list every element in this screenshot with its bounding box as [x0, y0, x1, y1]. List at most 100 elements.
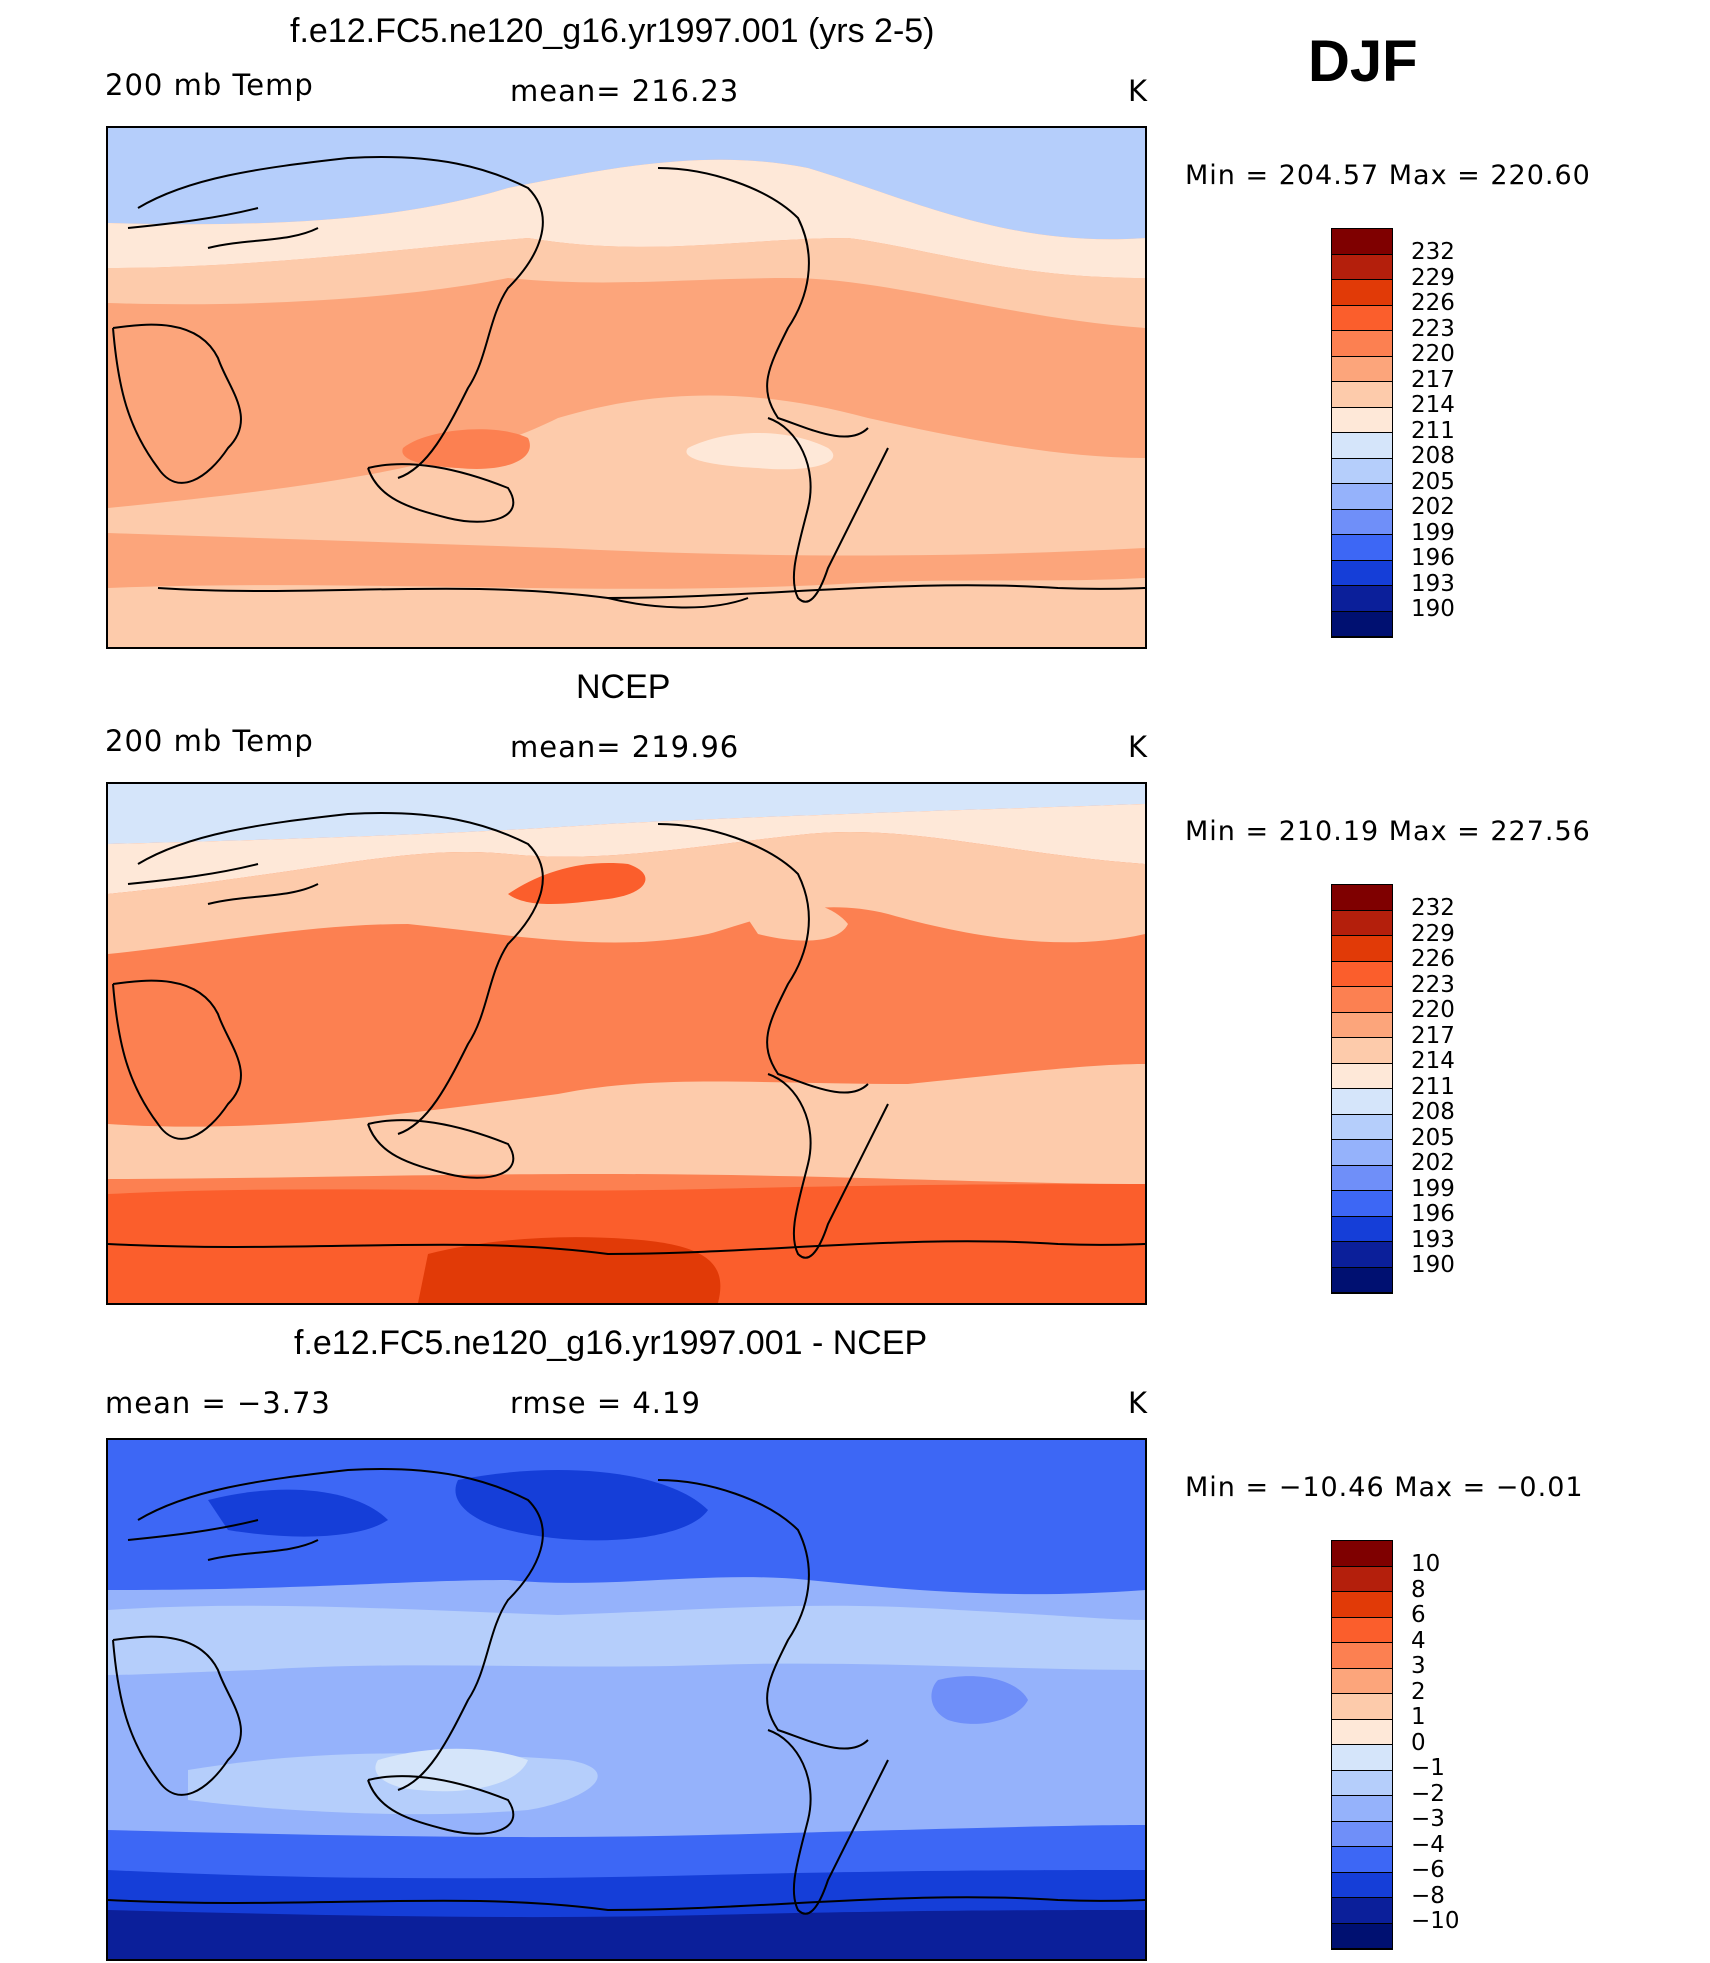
- colorbar-swatch: [1332, 1923, 1392, 1949]
- colorbar-level-label: 220: [1411, 341, 1455, 367]
- panel1-title: f.e12.FC5.ne120_g16.yr1997.001 (yrs 2-5): [290, 12, 935, 50]
- colorbar-swatch: [1332, 1617, 1392, 1643]
- colorbar-swatch: [1332, 1668, 1392, 1694]
- panel1-variable-label: 200 mb Temp: [105, 68, 314, 102]
- colorbar-level-label: 223: [1411, 315, 1455, 342]
- panel1-contour-field: [108, 128, 1145, 647]
- panel3-minmax: Min = −10.46 Max = −0.01: [1185, 1472, 1584, 1503]
- colorbar-level-label: 1: [1411, 1704, 1426, 1730]
- colorbar-swatch: [1332, 1770, 1392, 1796]
- colorbar-swatch: [1332, 382, 1392, 408]
- colorbar-swatch: [1332, 1566, 1392, 1592]
- colorbar-level-label: 232: [1411, 895, 1455, 921]
- colorbar-level-label: 10: [1411, 1551, 1441, 1577]
- panel1-units-label: K: [1128, 74, 1149, 108]
- panel2-minmax: Min = 210.19 Max = 227.56: [1185, 816, 1591, 847]
- panel2-variable-label: 200 mb Temp: [105, 724, 314, 758]
- colorbar-level-label: 190: [1411, 1252, 1455, 1278]
- panel2-colorbar: [1331, 884, 1393, 1294]
- colorbar-swatch: [1332, 1745, 1392, 1771]
- season-label: DJF: [1308, 29, 1418, 94]
- colorbar-swatch: [1332, 1114, 1392, 1140]
- colorbar-level-label: 232: [1411, 239, 1455, 265]
- colorbar-level-label: 4: [1411, 1627, 1426, 1654]
- colorbar-swatch: [1332, 1821, 1392, 1847]
- colorbar-swatch: [1332, 1643, 1392, 1669]
- panel2-map: [106, 782, 1147, 1305]
- panel2-title: NCEP: [576, 668, 671, 706]
- colorbar-swatch: [1332, 1191, 1392, 1217]
- colorbar-level-label: 229: [1411, 920, 1455, 947]
- colorbar-level-label: −10: [1411, 1908, 1460, 1934]
- panel1-map: [106, 126, 1147, 649]
- colorbar-level-label: 2: [1411, 1678, 1426, 1705]
- colorbar-level-label: −4: [1411, 1831, 1445, 1858]
- colorbar-level-label: 199: [1411, 1175, 1455, 1202]
- panel3-title: f.e12.FC5.ne120_g16.yr1997.001 - NCEP: [294, 1324, 928, 1362]
- colorbar-swatch: [1332, 560, 1392, 586]
- panel2-units-label: K: [1128, 730, 1149, 764]
- colorbar-swatch: [1332, 1898, 1392, 1924]
- panel2-mean-label: mean= 219.96: [510, 730, 740, 764]
- colorbar-swatch: [1332, 356, 1392, 382]
- colorbar-level-label: 190: [1411, 596, 1455, 622]
- colorbar-swatch: [1332, 1038, 1392, 1064]
- colorbar-swatch: [1332, 1267, 1392, 1293]
- colorbar-level-label: −2: [1411, 1780, 1445, 1807]
- colorbar-swatch: [1332, 611, 1392, 637]
- colorbar-swatch: [1332, 509, 1392, 535]
- panel2-colorbar-labels: 232 229 226 223 220 217 214 211 208 205 202 199 196 1…: [1411, 897, 1491, 1277]
- colorbar-level-label: 208: [1411, 1099, 1455, 1125]
- colorbar-swatch: [1332, 1216, 1392, 1242]
- colorbar-swatch: [1332, 1012, 1392, 1038]
- colorbar-level-label: 193: [1411, 1226, 1455, 1253]
- colorbar-level-label: 205: [1411, 468, 1455, 495]
- colorbar-level-label: −1: [1411, 1755, 1445, 1781]
- colorbar-swatch: [1332, 1089, 1392, 1115]
- colorbar-swatch: [1332, 586, 1392, 612]
- colorbar-swatch: [1332, 254, 1392, 280]
- colorbar-level-label: 217: [1411, 1022, 1455, 1049]
- colorbar-level-label: 217: [1411, 366, 1455, 393]
- panel3-mean-label: mean = −3.73: [105, 1386, 331, 1420]
- panel1-colorbar: [1331, 228, 1393, 638]
- colorbar-swatch: [1332, 280, 1392, 306]
- colorbar-swatch: [1332, 1872, 1392, 1898]
- panel3-colorbar: [1331, 1540, 1393, 1950]
- panel3-map: [106, 1438, 1147, 1961]
- colorbar-swatch: [1332, 987, 1392, 1013]
- colorbar-level-label: 0: [1411, 1729, 1426, 1756]
- colorbar-level-label: 220: [1411, 997, 1455, 1023]
- colorbar-swatch: [1332, 331, 1392, 357]
- colorbar-swatch: [1332, 910, 1392, 936]
- colorbar-level-label: −8: [1411, 1882, 1445, 1909]
- panel2-contour-field: [108, 784, 1145, 1303]
- colorbar-swatch: [1332, 535, 1392, 561]
- colorbar-level-label: 208: [1411, 443, 1455, 469]
- colorbar-swatch: [1332, 1063, 1392, 1089]
- colorbar-level-label: 196: [1411, 1201, 1455, 1227]
- colorbar-swatch: [1332, 407, 1392, 433]
- colorbar-swatch: [1332, 1140, 1392, 1166]
- colorbar-level-label: −6: [1411, 1857, 1445, 1883]
- colorbar-swatch: [1332, 458, 1392, 484]
- colorbar-level-label: 226: [1411, 290, 1455, 316]
- colorbar-level-label: 3: [1411, 1653, 1426, 1679]
- colorbar-swatch: [1332, 1541, 1392, 1567]
- colorbar-level-label: 223: [1411, 971, 1455, 998]
- colorbar-level-label: 196: [1411, 545, 1455, 571]
- colorbar-swatch: [1332, 1796, 1392, 1822]
- colorbar-swatch: [1332, 1242, 1392, 1268]
- colorbar-level-label: 211: [1411, 1073, 1455, 1100]
- colorbar-level-label: 202: [1411, 1150, 1455, 1176]
- colorbar-level-label: 199: [1411, 519, 1455, 546]
- colorbar-level-label: 205: [1411, 1124, 1455, 1151]
- colorbar-swatch: [1332, 433, 1392, 459]
- colorbar-level-label: 8: [1411, 1576, 1426, 1603]
- colorbar-swatch: [1332, 936, 1392, 962]
- colorbar-swatch: [1332, 885, 1392, 911]
- colorbar-swatch: [1332, 1592, 1392, 1618]
- colorbar-level-label: −3: [1411, 1806, 1445, 1832]
- colorbar-swatch: [1332, 305, 1392, 331]
- colorbar-swatch: [1332, 1165, 1392, 1191]
